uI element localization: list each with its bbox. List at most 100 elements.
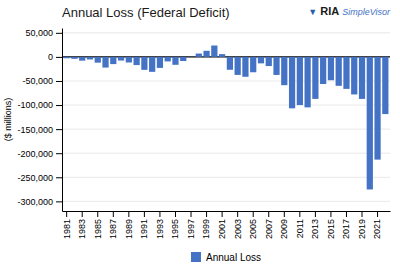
x-tick-label: 1997 bbox=[186, 219, 196, 239]
chart: 50,0000-50,000-100,000-150,000-200,000-2… bbox=[0, 0, 400, 267]
bar bbox=[95, 57, 101, 63]
bar bbox=[149, 57, 155, 72]
bar bbox=[235, 57, 241, 75]
plot-area: 50,0000-50,000-100,000-150,000-200,000-2… bbox=[17, 28, 390, 239]
bar bbox=[336, 57, 342, 86]
x-tick: 2021 bbox=[372, 211, 382, 239]
x-tick-mark bbox=[222, 211, 223, 217]
bar bbox=[219, 54, 225, 57]
x-tick-mark bbox=[330, 211, 331, 217]
bar bbox=[312, 57, 318, 99]
y-tick: -300,000 bbox=[17, 197, 62, 207]
bar bbox=[211, 46, 217, 57]
x-tick: 1999 bbox=[201, 211, 211, 239]
x-tick: 1991 bbox=[139, 211, 149, 239]
x-tick-mark bbox=[97, 211, 98, 217]
annotation: SimpleVisor bbox=[342, 7, 391, 17]
x-tick: 1987 bbox=[108, 211, 118, 239]
x-tick-label: 1987 bbox=[108, 219, 118, 239]
x-tick: 1993 bbox=[155, 211, 165, 239]
y-tick-label: -200,000 bbox=[17, 149, 53, 159]
bar bbox=[87, 57, 93, 60]
bar bbox=[351, 57, 357, 95]
y-tick-label: -50,000 bbox=[22, 76, 53, 86]
x-tick-label: 1991 bbox=[139, 219, 149, 239]
bar bbox=[382, 57, 388, 114]
x-tick-label: 2009 bbox=[279, 219, 289, 239]
bar bbox=[188, 56, 194, 57]
annotation: RIA bbox=[320, 5, 339, 17]
bar bbox=[258, 57, 264, 63]
x-tick-label: 1999 bbox=[201, 219, 211, 239]
x-tick-mark bbox=[362, 211, 363, 217]
bar bbox=[281, 57, 287, 85]
y-tick-label: -100,000 bbox=[17, 100, 53, 110]
bars bbox=[64, 46, 389, 190]
x-tick-label: 2001 bbox=[217, 219, 227, 239]
y-tick-label: -250,000 bbox=[17, 173, 53, 183]
x-tick-mark bbox=[206, 211, 207, 217]
x-tick: 2001 bbox=[217, 211, 227, 239]
x-tick-label: 2021 bbox=[372, 219, 382, 239]
legend: Annual Loss bbox=[191, 252, 261, 263]
x-tick-label: 1993 bbox=[155, 219, 165, 239]
x-axis-line bbox=[63, 211, 391, 212]
y-tick-label: 0 bbox=[48, 52, 53, 62]
x-axis: 1981198319851987198919911993199519971999… bbox=[62, 211, 391, 239]
x-tick-mark bbox=[268, 211, 269, 217]
x-tick-mark bbox=[159, 211, 160, 217]
annotation: ▼ bbox=[308, 7, 317, 17]
bar bbox=[305, 57, 311, 107]
grid-line bbox=[62, 105, 390, 106]
x-tick: 2009 bbox=[279, 211, 289, 239]
x-tick-label: 2013 bbox=[310, 219, 320, 239]
bar bbox=[110, 57, 116, 64]
y-axis-title: ($ millions) bbox=[3, 98, 13, 142]
x-tick: 2013 bbox=[310, 211, 320, 239]
bar bbox=[134, 57, 140, 65]
y-tick-mark bbox=[56, 177, 62, 178]
y-axis: 50,0000-50,000-100,000-150,000-200,000-2… bbox=[17, 28, 62, 211]
bar bbox=[165, 57, 171, 62]
x-tick: 2011 bbox=[295, 211, 305, 238]
x-tick: 1997 bbox=[186, 211, 196, 239]
bar bbox=[297, 57, 303, 105]
bar bbox=[196, 54, 202, 57]
x-tick: 1983 bbox=[77, 211, 87, 239]
x-tick-mark bbox=[253, 211, 254, 217]
x-tick-mark bbox=[377, 211, 378, 217]
bar bbox=[250, 57, 256, 72]
bar bbox=[203, 51, 209, 57]
bar bbox=[266, 57, 272, 66]
x-tick-mark bbox=[82, 211, 83, 217]
x-tick-mark bbox=[144, 211, 145, 217]
grid bbox=[62, 33, 390, 202]
x-tick-label: 1981 bbox=[62, 219, 72, 239]
bar bbox=[273, 57, 279, 75]
x-tick-label: 2017 bbox=[341, 219, 351, 239]
y-tick-mark bbox=[56, 105, 62, 106]
y-axis-line bbox=[62, 29, 63, 212]
x-tick-mark bbox=[128, 211, 129, 217]
grid-line bbox=[62, 129, 390, 130]
x-tick: 2005 bbox=[248, 211, 258, 239]
y-tick-mark bbox=[56, 201, 62, 202]
y-tick-label: -300,000 bbox=[17, 197, 53, 207]
x-tick-mark bbox=[175, 211, 176, 217]
title: Annual Loss (Federal Deficit) bbox=[62, 5, 230, 20]
y-tick-mark bbox=[56, 153, 62, 154]
grid-line bbox=[62, 201, 390, 202]
y-tick: -250,000 bbox=[17, 173, 62, 183]
bar bbox=[242, 57, 248, 77]
bar bbox=[172, 57, 178, 65]
x-tick: 2019 bbox=[357, 211, 367, 239]
x-tick: 2007 bbox=[264, 211, 274, 239]
y-tick-mark bbox=[56, 81, 62, 82]
y-tick: -150,000 bbox=[17, 125, 62, 135]
x-tick-mark bbox=[299, 211, 300, 217]
x-tick-mark bbox=[66, 211, 67, 217]
logo: ▼RIASimpleVisor bbox=[308, 5, 391, 17]
y-tick-label: -150,000 bbox=[17, 125, 53, 135]
x-tick: 1981 bbox=[62, 211, 72, 239]
x-tick-label: 2011 bbox=[295, 219, 305, 238]
